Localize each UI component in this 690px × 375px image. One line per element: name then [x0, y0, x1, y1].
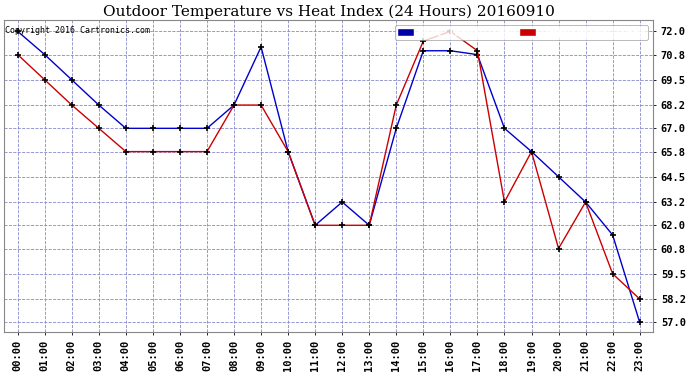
Title: Outdoor Temperature vs Heat Index (24 Hours) 20160910: Outdoor Temperature vs Heat Index (24 Ho… — [103, 4, 555, 18]
Text: Copyright 2016 Cartronics.com: Copyright 2016 Cartronics.com — [6, 26, 150, 35]
Legend: Heat Index  (°F), Temperature  (°F): Heat Index (°F), Temperature (°F) — [395, 25, 648, 40]
